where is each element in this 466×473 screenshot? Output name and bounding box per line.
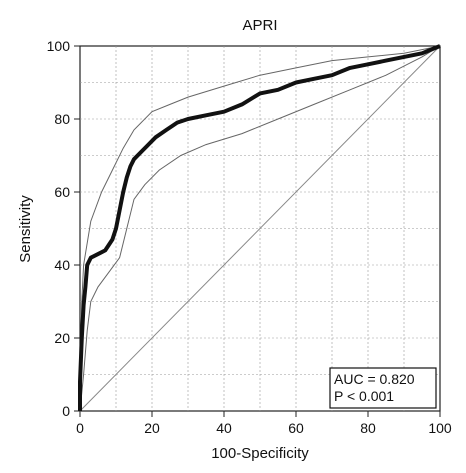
y-axis-title: Sensitivity — [17, 195, 34, 263]
annotation-box: AUC = 0.820 P < 0.001 — [329, 367, 437, 409]
auc-label: AUC = 0.820 — [334, 371, 415, 387]
y-tick-label: 40 — [54, 257, 70, 273]
x-tick-label: 40 — [216, 420, 232, 436]
x-axis-ticks: 0 20 40 60 80 100 — [76, 411, 452, 436]
x-tick-label: 80 — [360, 420, 376, 436]
x-tick-label: 0 — [76, 420, 84, 436]
x-axis-title: 100-Specificity — [211, 445, 309, 462]
p-value-label: P < 0.001 — [334, 388, 394, 404]
roc-curve — [78, 44, 441, 411]
y-tick-label: 0 — [62, 403, 70, 419]
y-axis-ticks: 0 20 40 60 80 100 — [47, 38, 80, 419]
reference-diagonal — [79, 45, 441, 412]
x-tick-label: 60 — [288, 420, 304, 436]
ci-upper-line — [79, 45, 441, 412]
x-tick-label: 100 — [428, 420, 452, 436]
y-tick-label: 60 — [54, 184, 70, 200]
ci-lower-line — [79, 45, 441, 412]
grid — [80, 46, 440, 411]
y-tick-label: 100 — [47, 38, 71, 54]
x-tick-label: 20 — [144, 420, 160, 436]
chart-title: APRI — [242, 17, 277, 34]
y-tick-label: 20 — [54, 330, 70, 346]
y-tick-label: 80 — [54, 111, 70, 127]
